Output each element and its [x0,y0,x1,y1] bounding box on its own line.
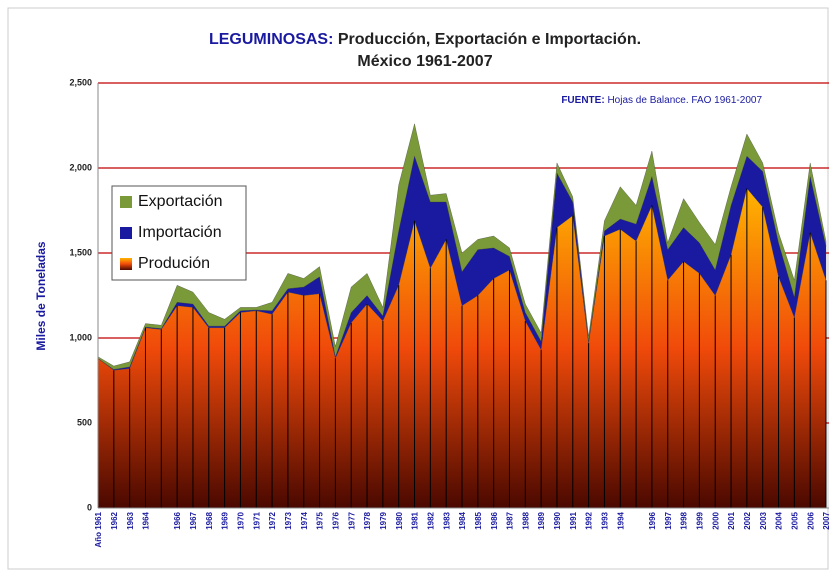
source-text: Hojas de Balance. FAO 1961-2007 [607,95,762,106]
x-tick-label: 1971 [252,511,261,529]
x-tick-label: 1967 [189,511,198,529]
area-2 [97,123,827,370]
x-tick-label: 1989 [537,511,546,529]
x-tick-label: 1988 [521,511,530,529]
x-tick-label: 2007 [822,511,829,529]
x-tick-label: 1998 [680,511,689,529]
x-tick-label: 1963 [126,511,135,529]
legend-swatch [120,196,132,208]
x-tick-label: 1983 [442,511,451,529]
plot: 0 500 1,000 1,500 2,000 2,500 Año 1961 1962 1963… [69,77,829,548]
x-tick-label: 1994 [616,511,625,529]
y-tick-label: 1,500 [69,247,92,257]
source: FUENTE: Hojas de Balance. FAO 1961-2007 [561,95,762,106]
title-text: Producción, Exportación e Importación. [338,31,641,48]
x-tick-label: 1968 [205,511,214,529]
x-tick-label: 2003 [759,511,768,529]
x-tick-label: 1976 [332,511,341,529]
x-tick-label: 1964 [142,511,151,529]
legend-label: Produción [138,255,210,272]
y-tick-label: 0 [87,502,92,512]
x-tick-label: 1977 [347,511,356,529]
x-tick-label: 1982 [426,511,435,529]
y-tick-label: 500 [77,417,92,427]
x-tick-label: 1979 [379,511,388,529]
x-tick-label: 1990 [553,511,562,529]
legend-label: Importación [138,224,222,241]
y-tick-label: 2,000 [69,162,92,172]
x-tick-label: 1986 [490,511,499,529]
x-tick-label: 1966 [173,511,182,529]
y-tick-label: 1,000 [69,332,92,342]
x-tick-label: 1992 [585,511,594,529]
x-tick-label: 1974 [300,511,309,529]
source-label: FUENTE: [561,95,604,106]
x-tick-label: 1991 [569,511,578,529]
x-tick-label: Año 1961 [94,511,103,547]
x-tick-label: 1993 [601,511,610,529]
x-tick-label: 1962 [110,511,119,529]
chart-subtitle: México 1961-2007 [357,53,492,70]
chart-title: LEGUMINOSAS: Producción, Exportación e I… [209,31,641,48]
legend-swatch [120,227,132,239]
x-tick-label: 1975 [316,511,325,529]
legend-swatch [120,258,132,270]
x-tick-label: 1981 [411,511,420,529]
x-tick-label: 2006 [806,511,815,529]
y-axis-label: Miles de Toneladas [34,241,48,350]
legend: Exportación Importación Produción [111,185,247,281]
x-tick-label: 2001 [727,511,736,529]
x-tick-label: 2005 [790,511,799,529]
x-tick-label: 1999 [696,511,705,529]
x-tick-label: 2004 [775,511,784,529]
x-tick-label: 1985 [474,511,483,529]
x-tick-label: 1970 [237,511,246,529]
x-tick-label: 1996 [648,511,657,529]
x-tick-label: 1980 [395,511,404,529]
y-tick-label: 2,500 [69,77,92,87]
x-tick-label: 1969 [221,511,230,529]
x-tick-label: 2000 [711,511,720,529]
x-tick-label: 1987 [506,511,515,529]
x-tick-label: 1972 [268,511,277,529]
x-tick-label: 1973 [284,511,293,529]
legend-box [111,185,247,281]
legend-label: Exportación [138,193,223,210]
x-tick-label: 1978 [363,511,372,529]
title-label: LEGUMINOSAS: [209,31,333,48]
x-tick-label: 1984 [458,511,467,529]
x-tick-label: 2002 [743,511,752,529]
x-tick-label: 1997 [664,511,673,529]
